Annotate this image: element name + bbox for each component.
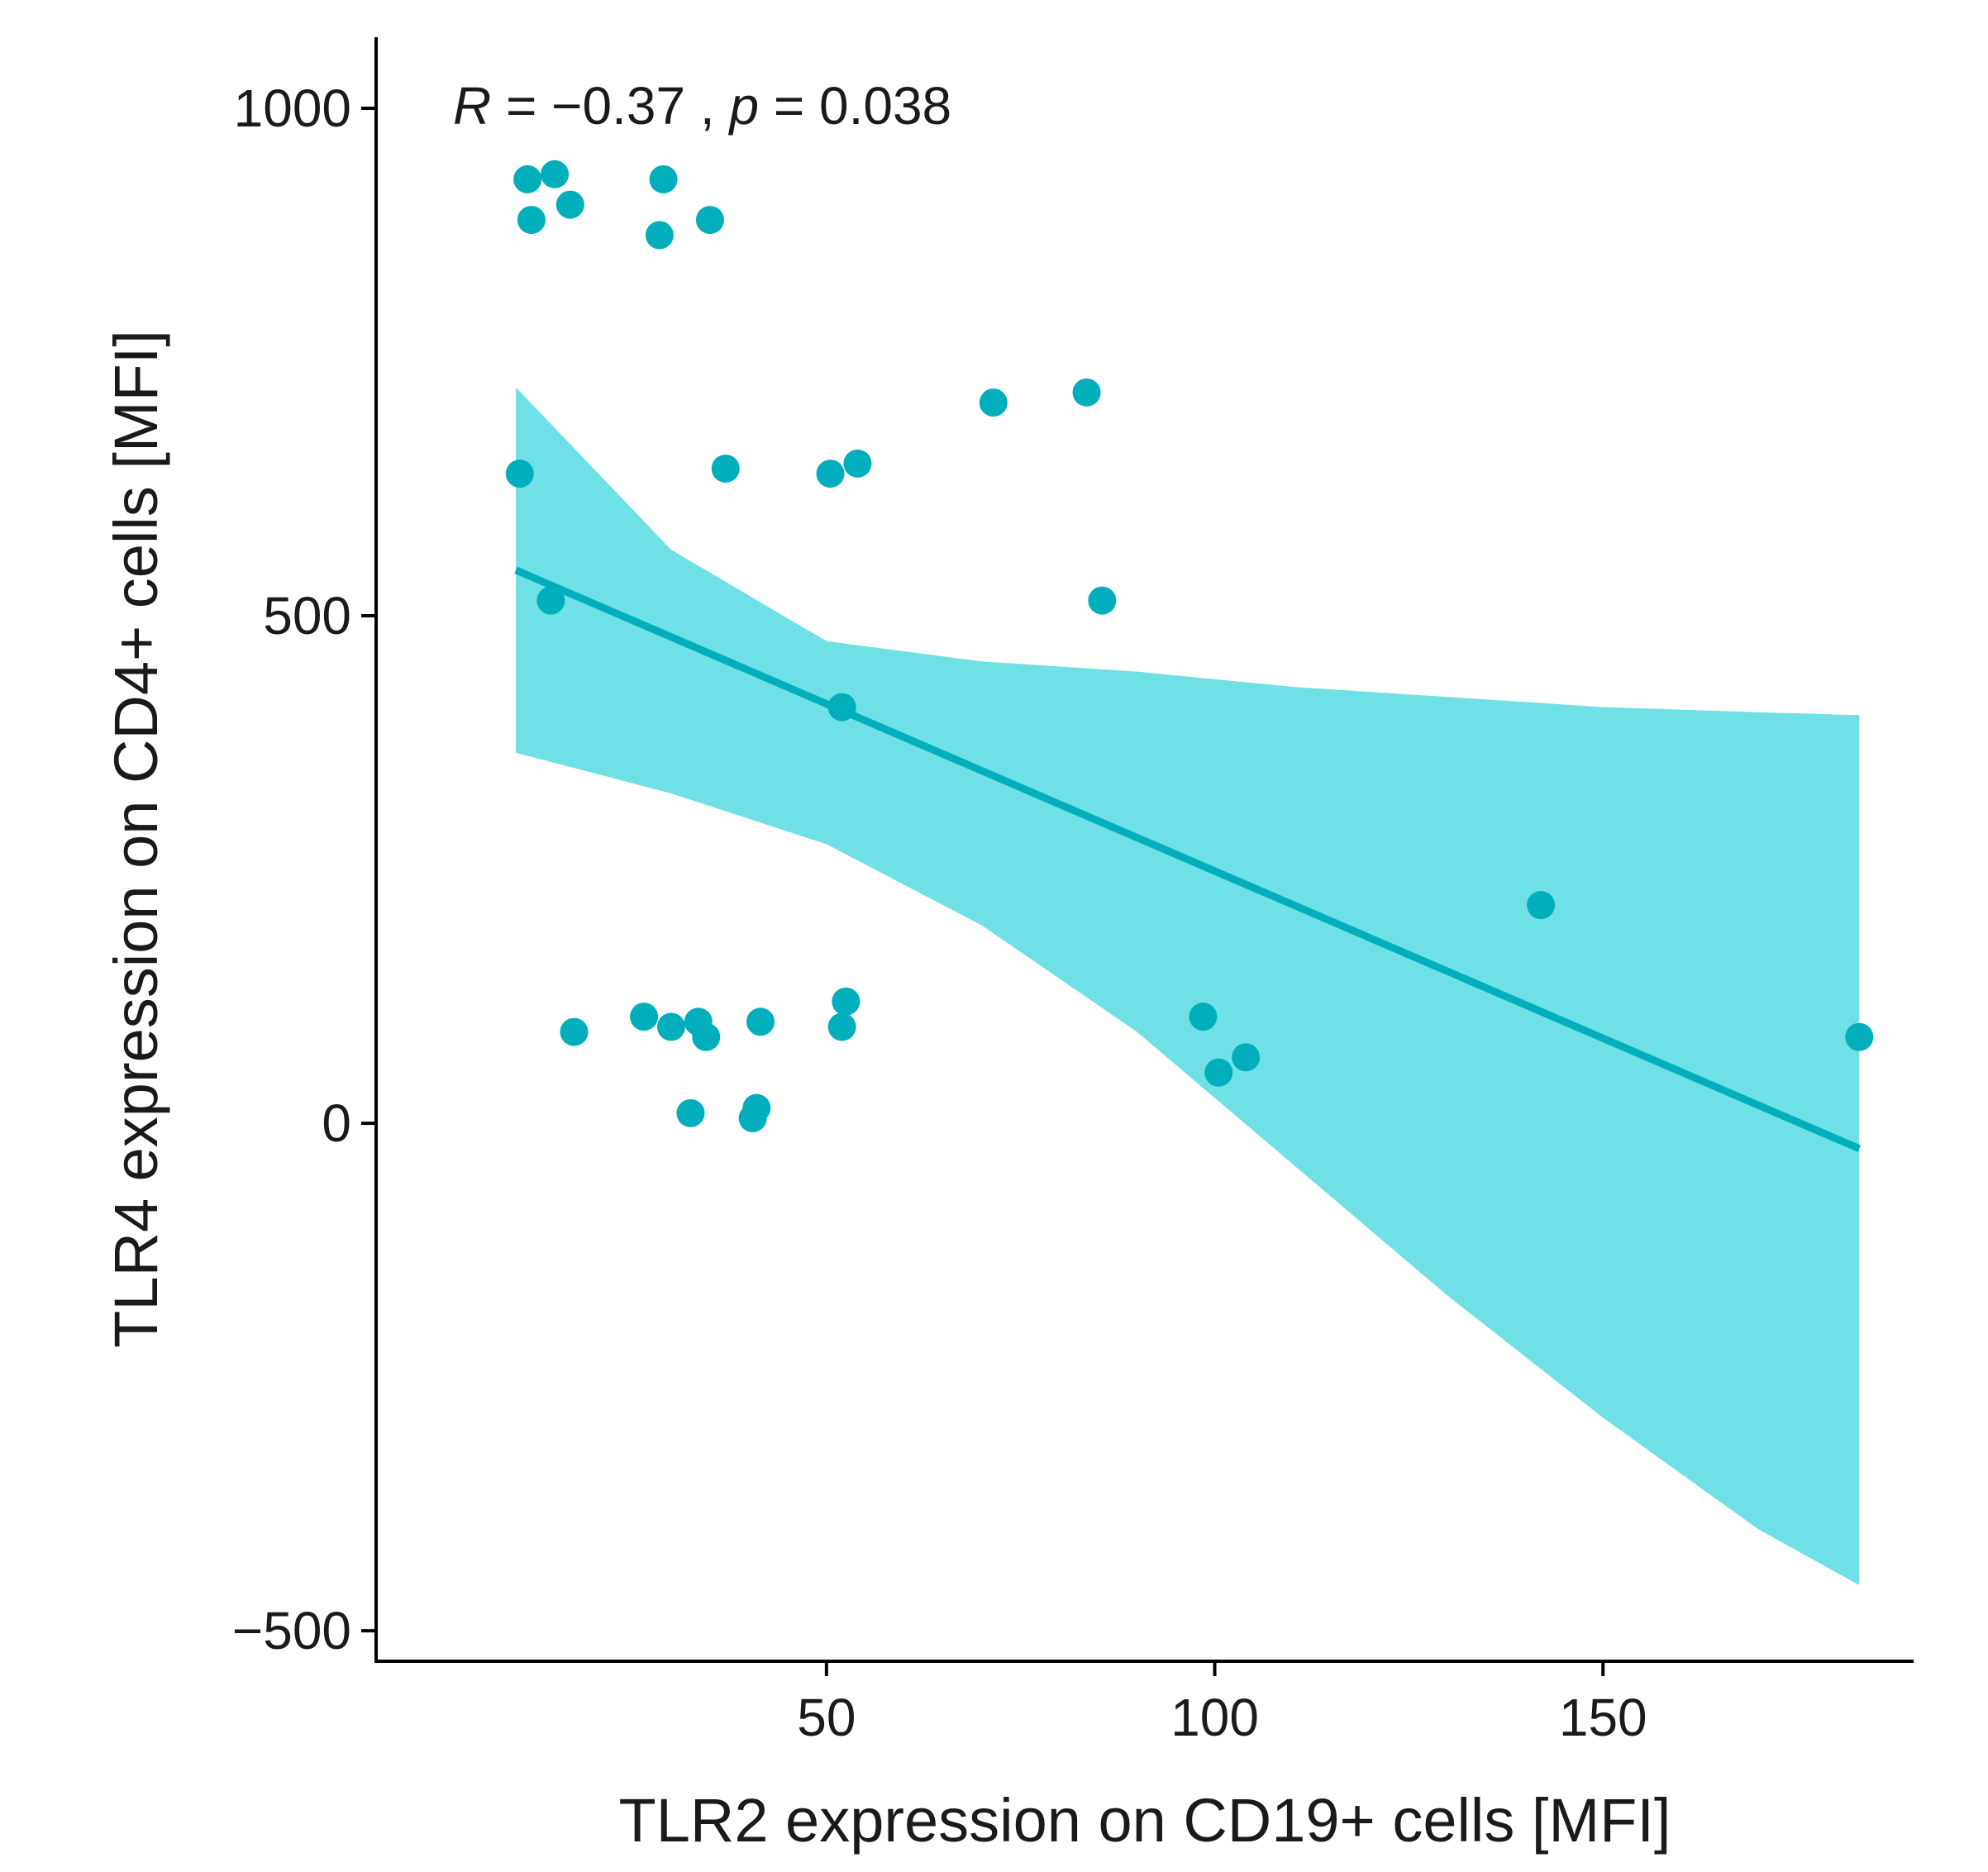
y-axis-title: TLR4 expression on CD4+ cells [MFI] xyxy=(102,330,170,1348)
data-point-8 xyxy=(630,1003,659,1031)
x-tick-label-150: 150 xyxy=(1559,1688,1647,1747)
data-point-29 xyxy=(1204,1058,1233,1087)
data-point-5 xyxy=(555,190,584,219)
regression-line-layer xyxy=(514,566,1862,1152)
data-point-24 xyxy=(843,449,872,478)
confidence-band xyxy=(516,387,1860,1585)
data-point-28 xyxy=(1189,1003,1218,1031)
data-point-3 xyxy=(517,206,546,235)
p-symbol: p xyxy=(727,76,759,136)
data-point-1 xyxy=(505,460,534,488)
data-point-20 xyxy=(816,460,845,488)
data-point-2 xyxy=(513,164,542,193)
y-tick-label-0: 0 xyxy=(322,1093,351,1153)
y-tick-label--500: −500 xyxy=(232,1601,351,1660)
data-point-11 xyxy=(656,1012,685,1041)
y-tick-label-1000: 1000 xyxy=(234,79,351,138)
data-point-19 xyxy=(746,1007,775,1036)
data-point-30 xyxy=(1232,1043,1261,1072)
data-point-9 xyxy=(645,221,674,250)
data-point-26 xyxy=(1072,378,1101,407)
regression-line xyxy=(514,566,1862,1152)
data-point-18 xyxy=(742,1093,771,1122)
data-point-10 xyxy=(649,164,678,193)
data-point-27 xyxy=(1088,586,1117,615)
data-point-6 xyxy=(536,586,565,615)
r-value: = −0.37 , xyxy=(491,76,729,136)
x-tick-label-50: 50 xyxy=(797,1688,856,1747)
r-symbol: R xyxy=(453,76,491,136)
data-point-22 xyxy=(827,1012,856,1041)
data-point-25 xyxy=(979,388,1008,417)
data-point-16 xyxy=(711,454,740,483)
data-point-7 xyxy=(560,1017,589,1046)
data-point-12 xyxy=(676,1098,705,1127)
data-point-31 xyxy=(1527,891,1556,920)
p-value: = 0.038 xyxy=(759,76,951,136)
data-points-layer xyxy=(505,160,1874,1132)
x-tick-label-100: 100 xyxy=(1170,1688,1259,1747)
correlation-annotation: R = −0.37 , p = 0.038 xyxy=(453,76,951,136)
y-tick-label-500: 500 xyxy=(263,586,351,645)
data-point-14 xyxy=(692,1022,721,1051)
data-point-21 xyxy=(827,693,856,722)
x-axis-title: TLR2 expression on CD19+ cells [MFI] xyxy=(619,1786,1671,1855)
data-point-23 xyxy=(832,987,861,1016)
data-point-32 xyxy=(1845,1022,1874,1051)
confidence-band-layer xyxy=(516,387,1860,1585)
axes-layer: 50 100 150 −500 0 500 1000 xyxy=(232,37,1914,1747)
data-point-15 xyxy=(695,206,724,235)
data-point-4 xyxy=(541,160,570,188)
